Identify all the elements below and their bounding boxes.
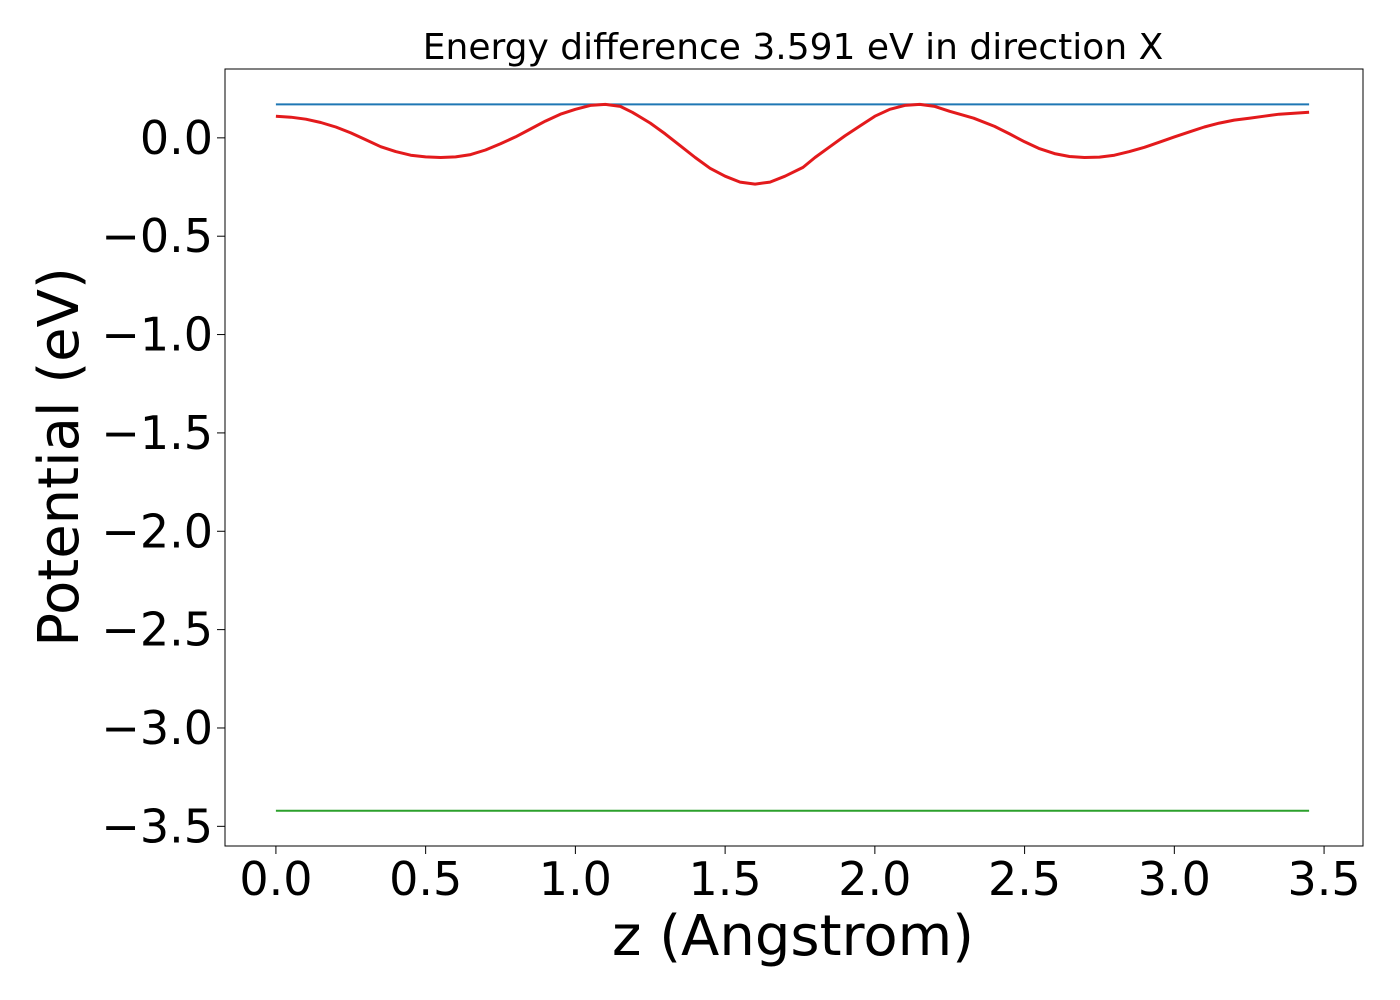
y-tick-label: −2.5 bbox=[101, 603, 213, 657]
y-tick-label: −0.5 bbox=[101, 209, 213, 263]
x-axis: 0.0 0.5 1.0 1.5 2.0 2.5 3.0 3.5 bbox=[239, 846, 1361, 906]
potential-curve bbox=[275, 102, 1310, 186]
y-tick-label: −3.0 bbox=[101, 701, 213, 755]
y-tick-label: −1.5 bbox=[101, 406, 213, 460]
y-tick-label: −3.5 bbox=[101, 799, 213, 853]
y-tick-label: −2.0 bbox=[101, 504, 213, 558]
x-axis-label: z (Angstrom) bbox=[612, 904, 974, 969]
y-tick-label: 0.0 bbox=[140, 111, 213, 165]
x-tick-label: 1.0 bbox=[539, 852, 612, 906]
x-tick-label: 0.0 bbox=[239, 852, 312, 906]
x-tick-label: 2.0 bbox=[838, 852, 911, 906]
y-axis-label: Potential (eV) bbox=[27, 267, 92, 647]
chart-title: Energy difference 3.591 eV in direction … bbox=[423, 27, 1164, 68]
x-tick-label: 3.5 bbox=[1287, 852, 1360, 906]
series-layer bbox=[275, 102, 1310, 812]
x-tick-label: 1.5 bbox=[689, 852, 762, 906]
x-tick-label: 0.5 bbox=[389, 852, 462, 906]
x-tick-label: 3.0 bbox=[1138, 852, 1211, 906]
plot-frame bbox=[224, 68, 1364, 847]
y-axis: 0.0 −0.5 −1.0 −1.5 −2.0 −2.5 −3.0 −3.5 bbox=[101, 111, 225, 853]
x-tick-label: 2.5 bbox=[988, 852, 1061, 906]
y-tick-label: −1.0 bbox=[101, 308, 213, 362]
